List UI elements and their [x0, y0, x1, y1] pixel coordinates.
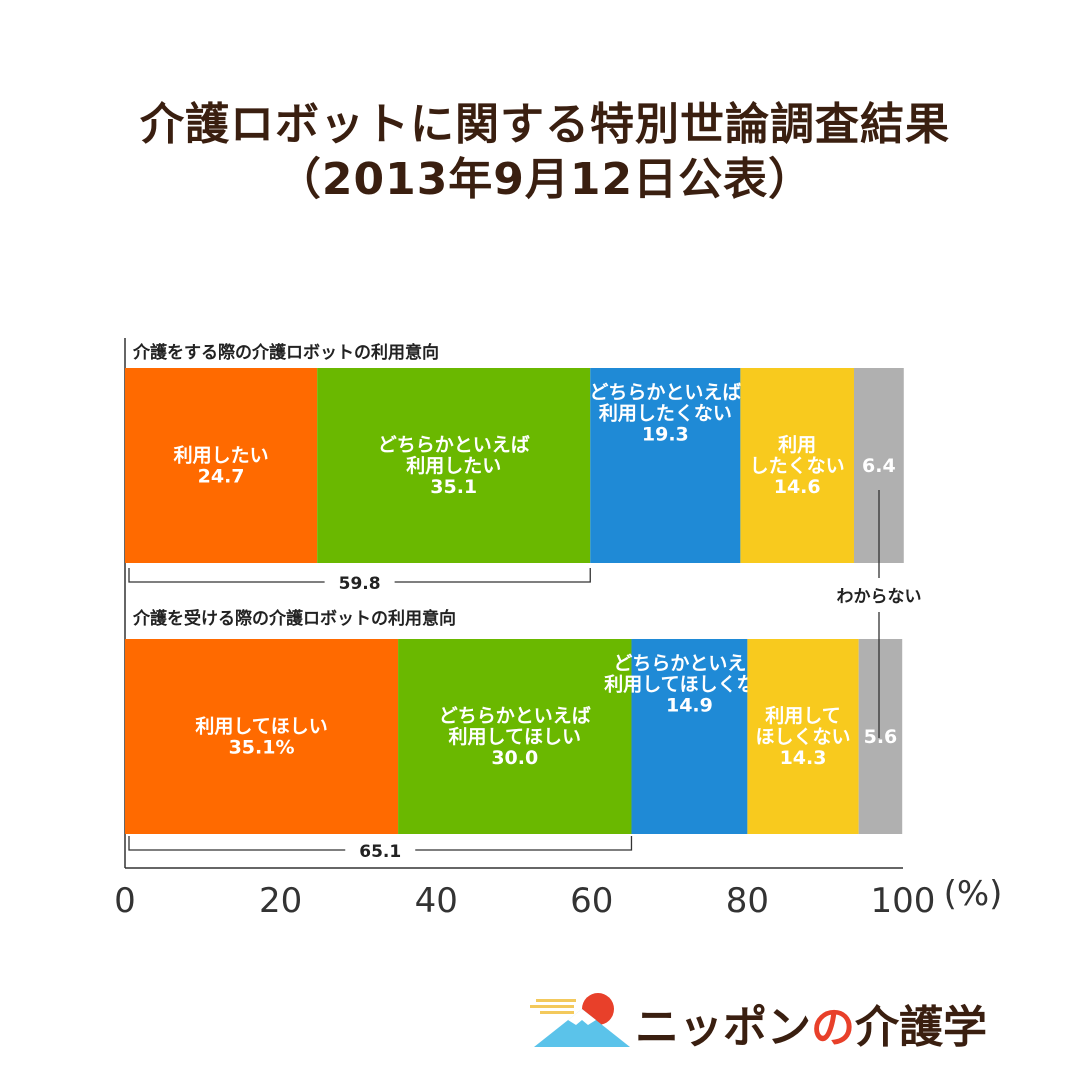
segment-label-1-1: どちらかといえば利用してほしい 30.0 [439, 705, 591, 769]
bracket-0 [128, 568, 591, 583]
x-tick-label-1: 20 [259, 881, 302, 921]
x-tick-label-2: 40 [415, 881, 458, 921]
bracket-1 [128, 836, 633, 851]
logo-text: ニッポンの介護学 [635, 991, 987, 1055]
x-axis-unit: (%) [944, 874, 1003, 914]
group-title-1: 介護を受ける際の介護ロボットの利用意向 [132, 608, 456, 629]
bar-segment-0-2 [590, 368, 741, 563]
segment-label-1-2: どちらかといえば利用してほしくない 14.9 [604, 653, 774, 717]
bar-segment-1-4 [858, 639, 903, 834]
annotation-unknown: わからない [837, 587, 922, 607]
segment-label-0-0: 利用したい 24.7 [174, 445, 269, 488]
chart-subtitle: （2013年9月12日公表） [276, 154, 814, 205]
bar-segment-0-0 [125, 368, 318, 563]
segment-label-0-3: 利用したくない 14.6 [750, 434, 845, 498]
logo-text-c: 介護学 [855, 1002, 987, 1053]
bracket-label-0: 59.8 [339, 574, 381, 594]
bracket-label-1: 65.1 [359, 842, 401, 862]
chart-title: 介護ロボットに関する特別世論調査結果 [140, 99, 950, 150]
bar-segment-1-3 [747, 639, 859, 834]
x-tick-label-0: 0 [114, 881, 136, 921]
logo-text-no: の [811, 1002, 855, 1053]
bar-segment-1-2 [631, 639, 748, 834]
segment-label-1-0: 利用してほしい 35.1% [195, 716, 327, 759]
logo-text-a: ニッポン [635, 1002, 811, 1053]
bar-segment-1-0 [125, 639, 399, 834]
x-tick-label-5: 100 [871, 881, 936, 921]
logo: ニッポンの介護学 [530, 985, 1070, 1055]
bar-segment-0-3 [740, 368, 854, 563]
bar-segment-1-1 [398, 639, 632, 834]
segment-label-0-4: 6.4 [862, 455, 896, 477]
mount-fuji-sun-icon [530, 993, 630, 1047]
bar-segment-0-1 [317, 368, 591, 563]
segment-label-0-1: どちらかといえば利用したい 35.1 [378, 434, 530, 498]
segment-label-1-3: 利用してほしくない 14.3 [756, 705, 851, 769]
segment-label-1-4: 5.6 [864, 726, 898, 748]
segment-label-0-2: どちらかといえば利用したくない 19.3 [589, 382, 741, 446]
x-tick-label-4: 80 [726, 881, 769, 921]
group-title-0: 介護をする際の介護ロボットの利用意向 [132, 342, 439, 363]
x-tick-label-3: 60 [570, 881, 613, 921]
